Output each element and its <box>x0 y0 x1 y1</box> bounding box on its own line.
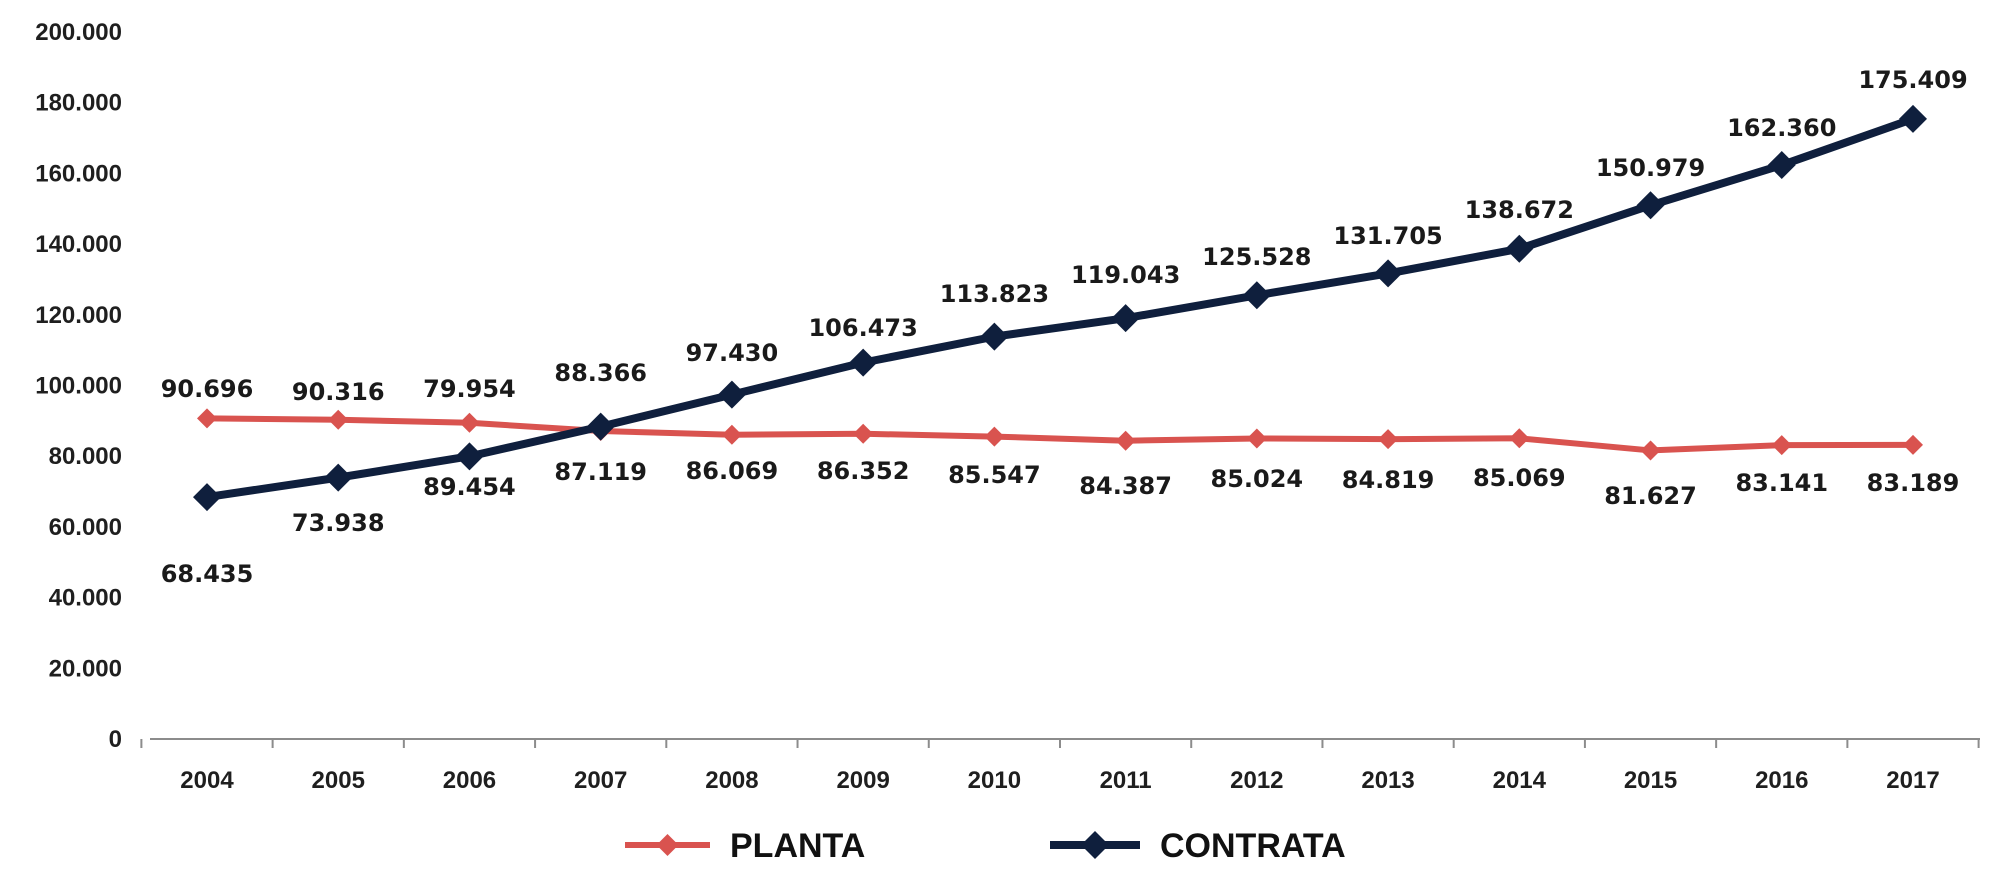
data-label: 84.819 <box>1342 466 1435 494</box>
data-point <box>1111 304 1140 333</box>
data-label: 90.316 <box>292 378 385 406</box>
y-tick-label: 160.000 <box>35 160 122 187</box>
data-point <box>1771 435 1792 456</box>
data-point <box>586 412 615 441</box>
data-label: 138.672 <box>1465 196 1574 224</box>
x-tick-label: 2011 <box>1100 767 1152 794</box>
data-label: 79.954 <box>423 375 516 403</box>
y-tick-label: 140.000 <box>35 231 122 258</box>
data-label: 73.938 <box>292 509 385 537</box>
series-line <box>206 415 1913 454</box>
data-point <box>324 463 353 492</box>
x-tick-label: 2004 <box>180 767 234 794</box>
data-point <box>1505 234 1534 263</box>
y-axis: 0 20.000 40.000 60.000 80.000 100.000 120.000 1… <box>35 19 122 753</box>
data-label: 150.979 <box>1596 154 1705 182</box>
data-label: 83.189 <box>1867 469 1960 497</box>
data-point <box>1115 430 1136 451</box>
y-tick-label: 100.000 <box>35 373 122 400</box>
series-contrata <box>193 104 1927 512</box>
series-planta <box>197 408 1923 461</box>
data-point <box>1374 259 1403 288</box>
data-point <box>1898 104 1927 133</box>
data-label: 85.069 <box>1473 464 1566 492</box>
data-point <box>1509 428 1530 449</box>
legend-label: CONTRATA <box>1160 827 1346 865</box>
data-point <box>721 424 742 445</box>
data-point <box>459 412 480 433</box>
legend-marker <box>1081 831 1109 859</box>
data-label: 97.430 <box>686 339 779 367</box>
series-line <box>206 115 1915 502</box>
data-label: 84.387 <box>1079 472 1172 500</box>
legend-label: PLANTA <box>730 827 865 865</box>
y-tick-label: 0 <box>109 726 122 753</box>
data-label: 119.043 <box>1071 261 1180 289</box>
data-label: 86.352 <box>817 457 910 485</box>
data-point <box>1640 440 1661 461</box>
data-label: 175.409 <box>1858 66 1967 94</box>
data-label: 162.360 <box>1727 114 1836 142</box>
legend-item-planta: PLANTA <box>625 827 865 865</box>
x-tick-label: 2006 <box>443 767 496 794</box>
data-point <box>980 322 1009 351</box>
x-tick-label: 2009 <box>836 767 889 794</box>
data-label: 89.454 <box>423 473 516 501</box>
x-tick-label: 2016 <box>1755 767 1808 794</box>
x-tick-label: 2012 <box>1230 767 1283 794</box>
data-point <box>717 380 746 409</box>
y-tick-label: 80.000 <box>49 443 122 470</box>
data-labels-layer: 90.696 68.435 90.316 73.938 89.454 79.954 87.1… <box>161 66 1968 588</box>
data-label: 86.069 <box>686 457 779 485</box>
data-label: 85.547 <box>948 461 1041 489</box>
x-tick-label: 2017 <box>1886 767 1939 794</box>
data-point <box>1242 281 1271 310</box>
data-point <box>1767 151 1796 180</box>
data-label: 68.435 <box>161 560 254 588</box>
data-label: 113.823 <box>940 280 1049 308</box>
data-point <box>853 423 874 444</box>
data-label: 85.024 <box>1211 465 1304 493</box>
data-label: 90.696 <box>161 375 254 403</box>
data-label: 88.366 <box>554 359 647 387</box>
x-tick-label: 2005 <box>312 767 365 794</box>
data-point <box>1636 191 1665 220</box>
data-label: 131.705 <box>1333 222 1442 250</box>
x-tick-label: 2008 <box>705 767 758 794</box>
data-label: 87.119 <box>554 458 647 486</box>
data-point <box>193 483 221 512</box>
y-tick-label: 40.000 <box>49 585 122 612</box>
y-tick-label: 20.000 <box>49 655 122 682</box>
x-tick-label: 2015 <box>1624 767 1677 794</box>
data-point <box>1378 429 1399 450</box>
y-tick-label: 200.000 <box>35 19 122 46</box>
legend-marker <box>656 834 679 856</box>
data-point <box>328 409 349 430</box>
y-tick-label: 60.000 <box>49 514 122 541</box>
data-point <box>849 348 878 377</box>
data-label: 83.141 <box>1735 469 1828 497</box>
data-label: 81.627 <box>1604 482 1697 510</box>
x-tick-label: 2014 <box>1493 767 1547 794</box>
data-label: 125.528 <box>1202 243 1311 271</box>
data-point <box>1902 434 1923 455</box>
data-point <box>1246 428 1267 449</box>
x-tick-label: 2007 <box>574 767 627 794</box>
y-tick-label: 120.000 <box>35 302 122 329</box>
data-point <box>197 408 217 429</box>
series-layer <box>193 104 1927 512</box>
data-point <box>984 426 1005 447</box>
legend-item-contrata: CONTRATA <box>1050 827 1346 865</box>
y-tick-label: 180.000 <box>35 90 122 117</box>
x-axis: 2004 2005 2006 2007 2008 2009 2010 2011 2012 2013… <box>140 738 1980 794</box>
data-point <box>455 442 484 471</box>
data-label: 106.473 <box>808 314 917 342</box>
legend: PLANTA CONTRATA <box>625 827 1346 865</box>
x-tick-label: 2010 <box>968 767 1021 794</box>
x-tick-label: 2013 <box>1361 767 1414 794</box>
